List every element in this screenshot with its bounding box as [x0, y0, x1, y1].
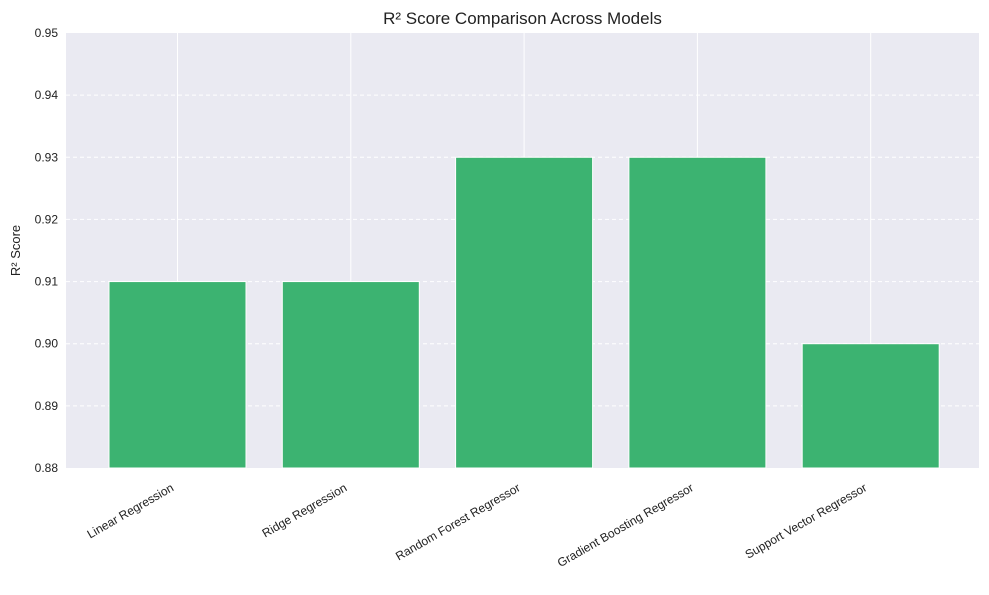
y-tick-label: 0.88 — [35, 461, 59, 475]
x-tick-label: Linear Regression — [85, 480, 176, 541]
bar-support-vector-regressor — [801, 343, 940, 469]
y-axis-label: R² Score — [8, 225, 23, 276]
y-tick-label: 0.91 — [35, 275, 59, 289]
y-tick-label: 0.94 — [35, 88, 59, 102]
x-tick-label: Gradient Boosting Regressor — [555, 480, 696, 569]
y-tick-label: 0.89 — [35, 399, 59, 413]
y-tick-label: 0.95 — [35, 26, 59, 40]
y-tick-label: 0.90 — [35, 337, 59, 351]
x-tick-label: Support Vector Regressor — [743, 480, 870, 561]
chart-title: R² Score Comparison Across Models — [383, 9, 662, 28]
bar-linear-regression — [108, 281, 247, 469]
y-tick-labels: 0.88 0.89 0.90 0.91 0.92 0.93 0.94 0.95 — [35, 26, 59, 475]
bar-random-forest-regressor — [455, 156, 594, 469]
y-tick-label: 0.92 — [35, 212, 59, 226]
bars — [108, 156, 940, 469]
bar-ridge-regression — [281, 281, 420, 469]
bar-gradient-boosting-regressor — [628, 156, 767, 469]
x-tick-labels: Linear Regression Ridge Regression Random … — [85, 480, 870, 569]
x-tick-label: Ridge Regression — [260, 480, 350, 540]
x-tick-label: Random Forest Regressor — [393, 480, 522, 563]
y-tick-label: 0.93 — [35, 150, 59, 164]
